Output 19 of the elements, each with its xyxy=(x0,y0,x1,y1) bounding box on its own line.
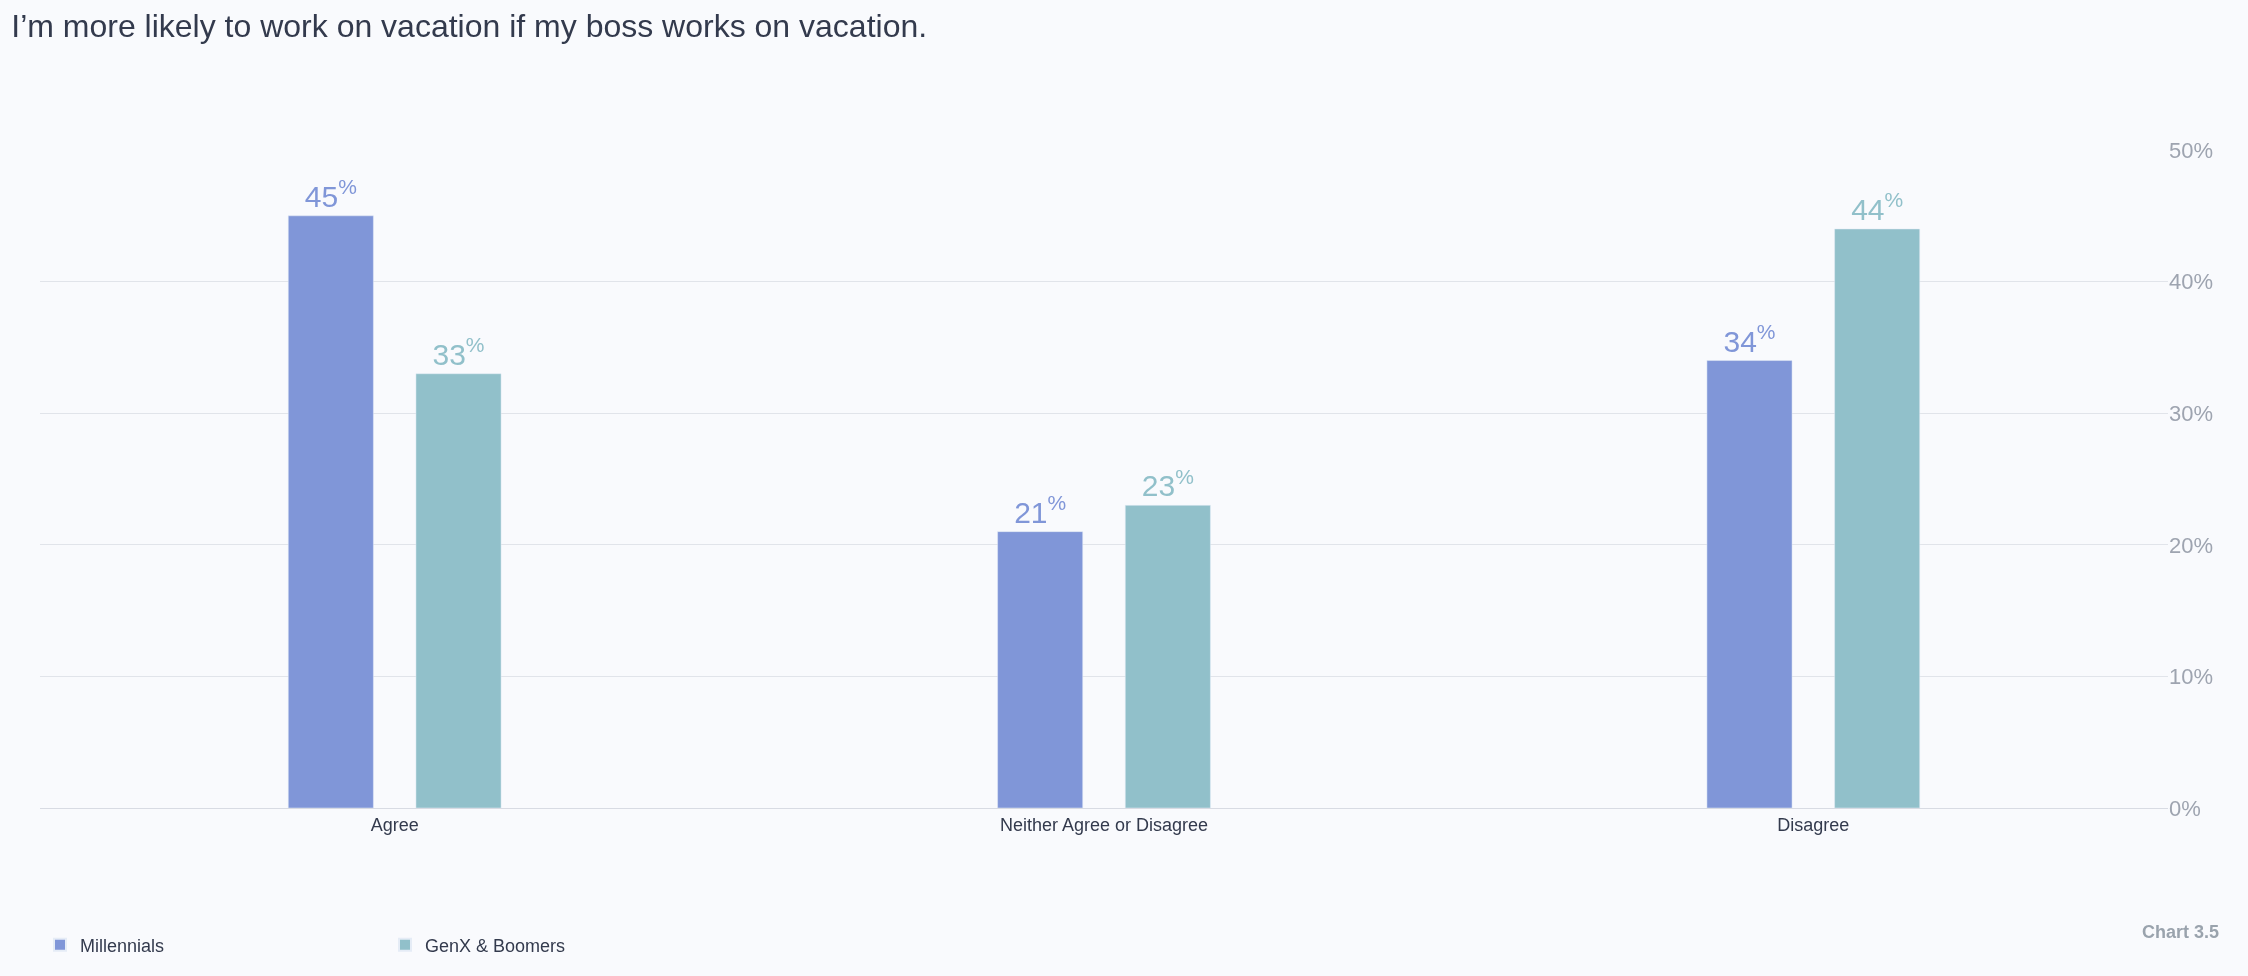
y-tick-label: 50% xyxy=(2169,137,2214,163)
x-tick-label: Neither Agree or Disagree xyxy=(999,814,1209,835)
data-label: 44$^{%}$ xyxy=(1851,188,1904,226)
data-label: 34$^{%}$ xyxy=(1723,319,1776,358)
data-label: 23$^{%}$ xyxy=(1141,464,1194,503)
legend-label: GenX & Boomers xyxy=(425,935,566,956)
chart-title: I’m more likely to work on vacation if my boss works on vacation. xyxy=(11,8,928,45)
x-tick-label: Disagree xyxy=(1777,814,1850,835)
y-tick-label: 30% xyxy=(2169,400,2214,426)
y-tick-label: 20% xyxy=(2169,532,2214,558)
x-tick-label: Agree xyxy=(370,814,419,835)
data-label: 21$^{%}$ xyxy=(1014,491,1067,529)
legend-label: Millennials xyxy=(80,935,165,956)
data-label: 33$^{%}$ xyxy=(432,333,485,371)
caption: Chart 3.5 xyxy=(2142,922,2220,942)
data-label: 45$^{%}$ xyxy=(304,175,357,213)
y-tick-label: 40% xyxy=(2169,269,2214,295)
y-tick-label: 10% xyxy=(2169,664,2214,690)
y-tick-label: 0% xyxy=(2169,795,2201,821)
